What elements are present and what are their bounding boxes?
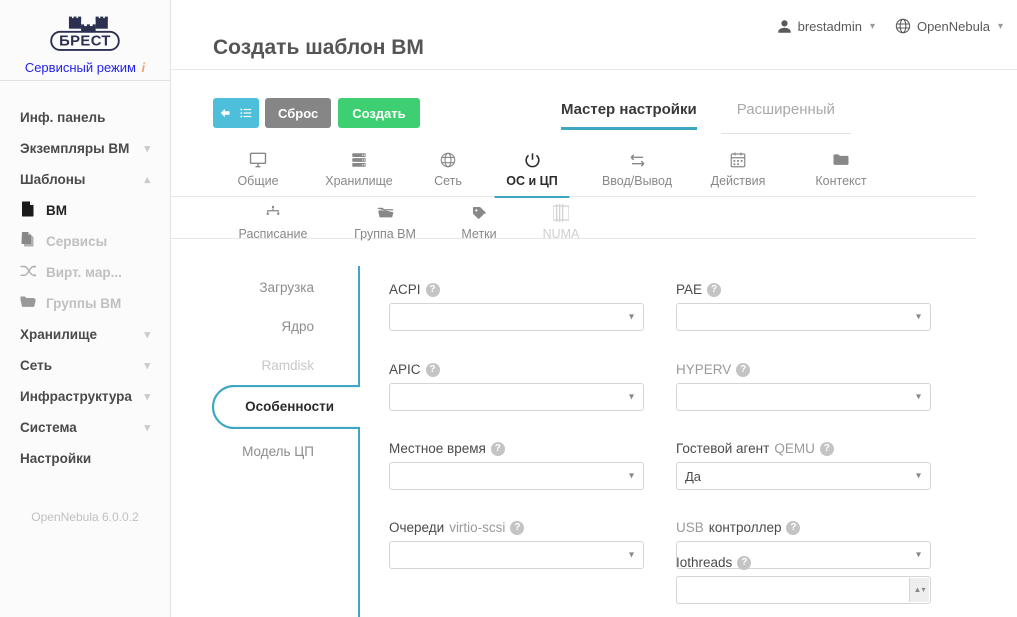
svg-text:БРЕСТ: БРЕСТ [59, 33, 111, 49]
